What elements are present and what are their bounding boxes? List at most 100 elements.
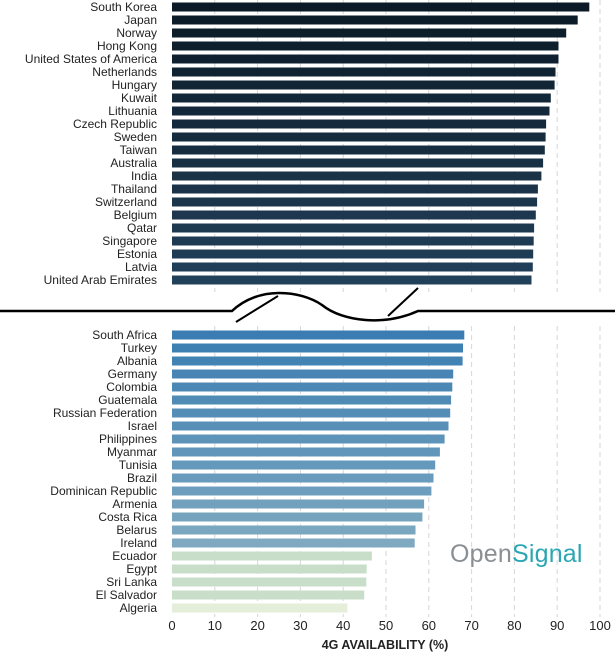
bottom-label-1: Turkey: [121, 341, 157, 355]
top-bar-20: [172, 262, 533, 272]
top-bar-4: [172, 54, 559, 64]
bottom-bar-4: [172, 382, 453, 392]
logo-open-text: Open: [450, 540, 512, 568]
xtick-label-100: 100: [589, 618, 611, 633]
top-bar-14: [172, 184, 538, 194]
bottom-bar-15: [172, 525, 416, 535]
bottom-label-15: Belarus: [116, 523, 157, 537]
top-label-12: Australia: [110, 156, 157, 170]
top-bar-21: [172, 275, 532, 285]
bottom-label-14: Costa Rica: [98, 510, 157, 524]
break-mark-right: [387, 287, 419, 317]
top-label-6: Hungary: [112, 78, 157, 92]
bottom-bar-13: [172, 499, 425, 509]
top-bar-1: [172, 15, 578, 25]
bottom-label-8: Philippines: [99, 432, 157, 446]
bottom-bar-9: [172, 447, 440, 457]
bottom-label-5: Guatemala: [98, 393, 157, 407]
top-label-17: Qatar: [127, 221, 157, 235]
xtick-label-60: 60: [422, 618, 436, 633]
xtick-label-40: 40: [336, 618, 350, 633]
bottom-bar-2: [172, 356, 463, 366]
bottom-label-17: Ecuador: [112, 549, 157, 563]
top-label-18: Singapore: [102, 234, 157, 248]
top-label-2: Norway: [116, 26, 157, 40]
bottom-label-21: Algeria: [120, 601, 158, 615]
top-bar-2: [172, 28, 567, 38]
top-bar-13: [172, 171, 542, 181]
top-label-3: Hong Kong: [97, 39, 157, 53]
top-label-10: Sweden: [114, 130, 157, 144]
xtick-label-50: 50: [379, 618, 393, 633]
bottom-label-19: Sri Lanka: [106, 575, 157, 589]
top-label-9: Czech Republic: [73, 117, 157, 131]
break-mark-left: [235, 295, 279, 323]
top-label-16: Belgium: [114, 208, 157, 222]
bottom-bar-19: [172, 577, 367, 587]
top-label-15: Switzerland: [95, 195, 157, 209]
bottom-label-6: Russian Federation: [53, 406, 157, 420]
bottom-label-9: Myanmar: [107, 445, 157, 459]
top-bar-11: [172, 145, 545, 155]
bottom-bar-20: [172, 590, 365, 600]
bottom-label-2: Albania: [117, 354, 157, 368]
bottom-bar-17: [172, 551, 372, 561]
bottom-bar-12: [172, 486, 432, 496]
opensignal-logo: OpenSignal: [450, 540, 583, 569]
bottom-bar-8: [172, 434, 445, 444]
top-bar-5: [172, 67, 556, 77]
bottom-label-7: Israel: [128, 419, 157, 433]
logo-signal-text: Signal: [511, 540, 583, 568]
top-bar-16: [172, 210, 536, 220]
x-axis-title: 4G AVAILABILITY (%): [322, 638, 449, 652]
top-label-1: Japan: [124, 13, 157, 27]
top-bar-12: [172, 158, 544, 168]
top-label-11: Taiwan: [120, 143, 157, 157]
xtick-label-90: 90: [550, 618, 564, 633]
bottom-bar-10: [172, 460, 436, 470]
top-label-5: Netherlands: [92, 65, 157, 79]
top-label-19: Estonia: [117, 247, 157, 261]
top-bar-17: [172, 223, 535, 233]
bottom-label-4: Colombia: [106, 380, 157, 394]
bottom-label-0: South Africa: [92, 328, 157, 342]
bottom-bar-14: [172, 512, 423, 522]
xtick-label-30: 30: [293, 618, 307, 633]
top-bar-6: [172, 80, 555, 90]
top-bar-0: [172, 2, 590, 12]
xtick-label-10: 10: [208, 618, 222, 633]
top-bar-15: [172, 197, 538, 207]
bottom-label-13: Armenia: [112, 497, 157, 511]
top-label-20: Latvia: [125, 260, 157, 274]
bottom-label-10: Tunisia: [119, 458, 158, 472]
axis-break-line: [0, 291, 615, 322]
top-bar-7: [172, 93, 551, 103]
xtick-label-80: 80: [507, 618, 521, 633]
top-label-13: India: [131, 169, 157, 183]
bottom-bar-7: [172, 421, 449, 431]
bottom-bar-0: [172, 330, 465, 340]
top-bar-18: [172, 236, 534, 246]
bottom-bar-3: [172, 369, 454, 379]
top-bar-19: [172, 249, 534, 259]
top-label-0: South Korea: [90, 0, 157, 14]
bottom-label-20: El Salvador: [96, 588, 157, 602]
bottom-label-11: Brazil: [127, 471, 157, 485]
bottom-label-12: Dominican Republic: [50, 484, 157, 498]
top-label-14: Thailand: [111, 182, 157, 196]
bottom-bar-16: [172, 538, 415, 548]
bottom-bar-6: [172, 408, 451, 418]
bottom-label-3: Germany: [108, 367, 157, 381]
top-label-8: Lithuania: [108, 104, 157, 118]
top-label-21: United Arab Emirates: [44, 273, 157, 287]
top-bar-3: [172, 41, 559, 51]
bottom-label-16: Ireland: [120, 536, 157, 550]
bottom-bar-21: [172, 603, 348, 613]
bottom-bar-18: [172, 564, 367, 574]
xtick-label-0: 0: [168, 618, 175, 633]
bottom-label-18: Egypt: [126, 562, 157, 576]
top-bar-8: [172, 106, 550, 116]
bottom-bar-1: [172, 343, 463, 353]
xtick-label-70: 70: [464, 618, 478, 633]
